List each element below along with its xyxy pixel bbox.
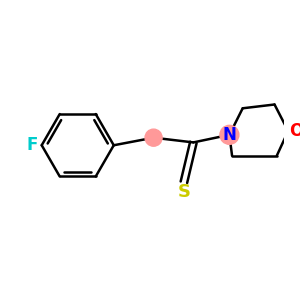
Text: S: S: [177, 183, 190, 201]
Circle shape: [220, 125, 239, 144]
Text: O: O: [289, 122, 300, 140]
Circle shape: [145, 129, 162, 146]
Text: N: N: [223, 126, 236, 144]
Text: F: F: [26, 136, 38, 154]
